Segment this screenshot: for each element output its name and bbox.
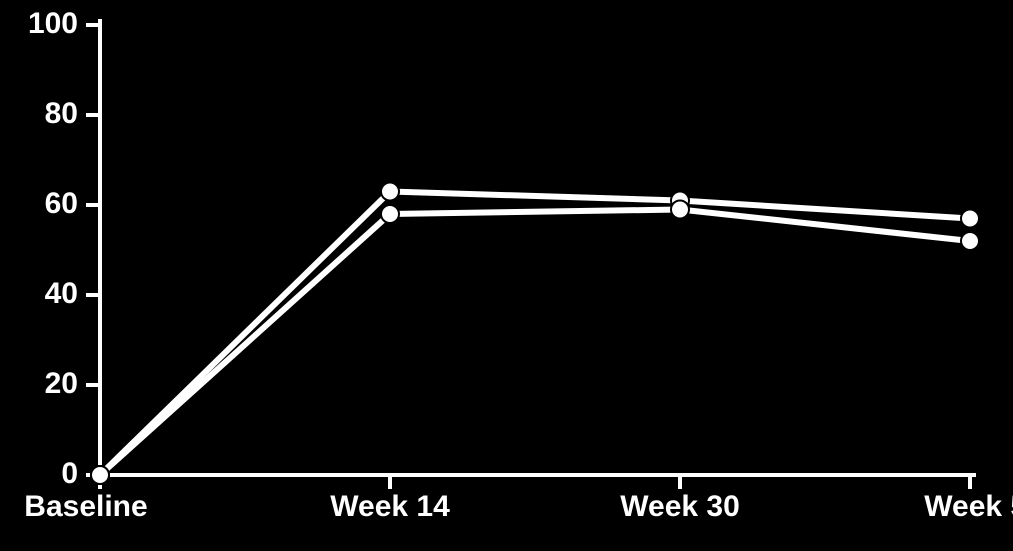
series-line-series-a [100,192,970,476]
line-chart: 0 20 40 60 80 100 Baseline Week 14 Week 30 Week 5… [0,0,1013,551]
series-group [91,183,979,485]
y-tick-label: 80 [45,97,78,130]
axes [86,19,976,489]
y-tick-label: 0 [61,457,78,490]
y-tick-label: 40 [45,277,78,310]
labels: 0 20 40 60 80 100 Baseline Week 14 Week 30 Week 5… [24,7,1013,523]
data-point-series-b [961,232,979,250]
y-tick-label: 20 [45,367,78,400]
x-tick-label: Week 30 [620,490,740,523]
data-point-series-b [671,201,689,219]
y-tick-label: 60 [45,187,78,220]
data-point-series-a [961,210,979,228]
y-tick-label: 100 [28,7,78,40]
x-tick-label: Baseline [24,490,147,523]
data-point-series-a [381,183,399,201]
series-line-series-b [100,210,970,476]
data-point-series-b [91,466,109,484]
x-tick-label: Week 14 [330,490,450,523]
data-point-series-b [381,205,399,223]
x-tick-label: Week 54 [924,490,1013,523]
